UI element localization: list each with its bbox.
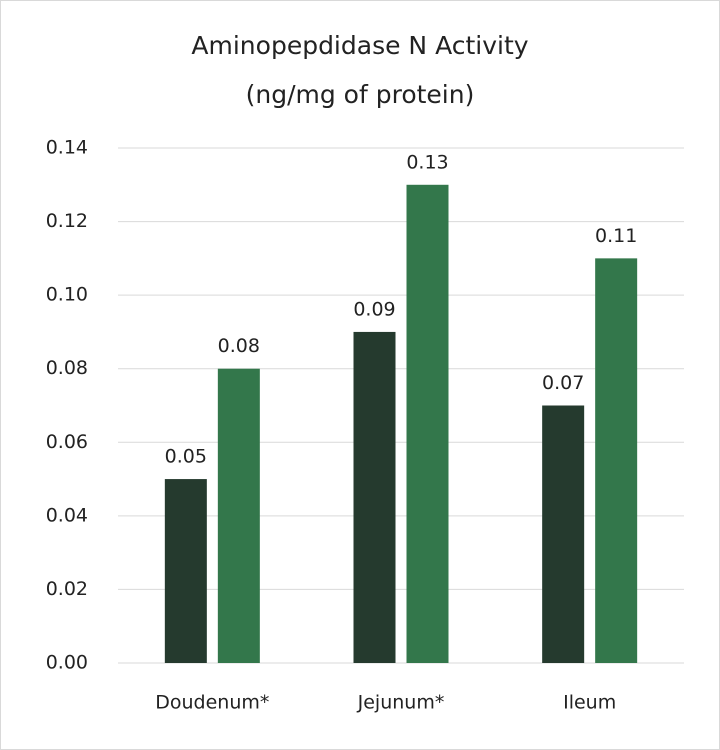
bar bbox=[217, 368, 260, 663]
y-tick-label: 0.02 bbox=[46, 578, 88, 600]
bar bbox=[164, 479, 207, 663]
bar bbox=[406, 184, 449, 664]
data-label: 0.09 bbox=[353, 298, 395, 320]
bar bbox=[595, 258, 638, 663]
y-tick-label: 0.12 bbox=[46, 210, 88, 232]
data-label: 0.13 bbox=[406, 151, 448, 173]
data-label: 0.07 bbox=[542, 372, 584, 394]
y-tick-label: 0.06 bbox=[46, 431, 88, 453]
y-tick-label: 0.04 bbox=[46, 504, 88, 526]
bar bbox=[542, 405, 585, 663]
chart-subtitle: (ng/mg of protein) bbox=[246, 80, 475, 109]
data-label: 0.08 bbox=[218, 335, 260, 357]
data-label: 0.11 bbox=[595, 225, 637, 247]
x-tick-label: Ileum bbox=[563, 692, 616, 714]
y-tick-label: 0.14 bbox=[46, 137, 88, 159]
y-tick-label: 0.00 bbox=[46, 652, 88, 674]
x-tick-label: Doudenum* bbox=[155, 692, 269, 714]
x-tick-label: Jejunum* bbox=[357, 692, 445, 714]
chart-title: Aminopepdidase N Activity bbox=[191, 31, 528, 60]
data-label: 0.05 bbox=[165, 446, 207, 468]
bar bbox=[353, 331, 396, 663]
y-tick-label: 0.10 bbox=[46, 284, 88, 306]
y-tick-label: 0.08 bbox=[46, 357, 88, 379]
